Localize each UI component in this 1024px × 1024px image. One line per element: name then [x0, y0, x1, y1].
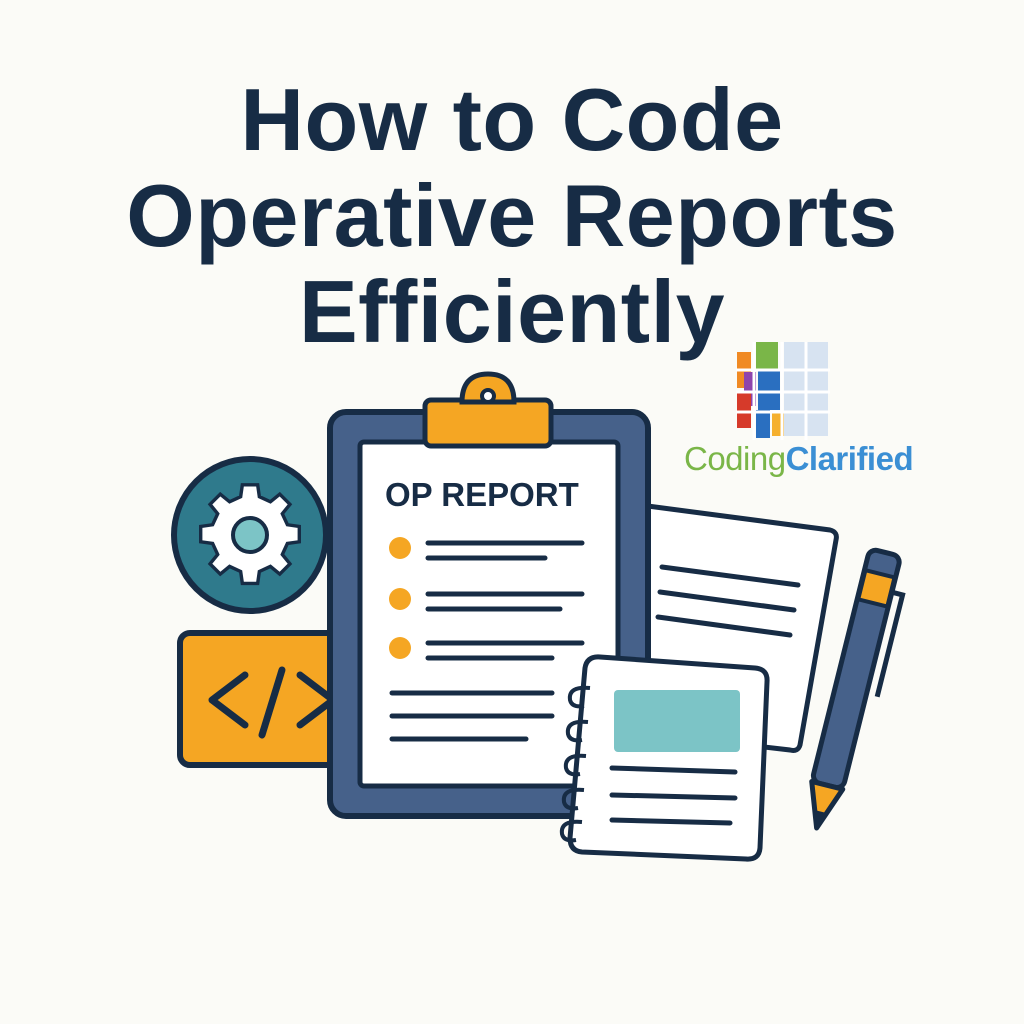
clipboard-icon	[327, 371, 651, 819]
brand-word-coding: Coding	[684, 440, 786, 477]
code-icon	[177, 630, 367, 768]
page-title: How to Code Operative Reports Efficientl…	[0, 72, 1024, 360]
brand-word-clarified: Clarified	[785, 440, 914, 477]
title-line-2: Operative Reports	[126, 166, 898, 265]
clipboard-label: OP REPORT	[385, 476, 579, 513]
coding-clarified-logo-icon	[736, 342, 830, 440]
notepad-icon	[559, 654, 770, 862]
title-line-3: Efficiently	[298, 262, 726, 361]
brand-wordmark: CodingClarified	[684, 440, 914, 478]
pen-icon	[809, 547, 906, 831]
gear-icon	[171, 456, 329, 614]
title-line-1: How to Code	[240, 70, 784, 169]
